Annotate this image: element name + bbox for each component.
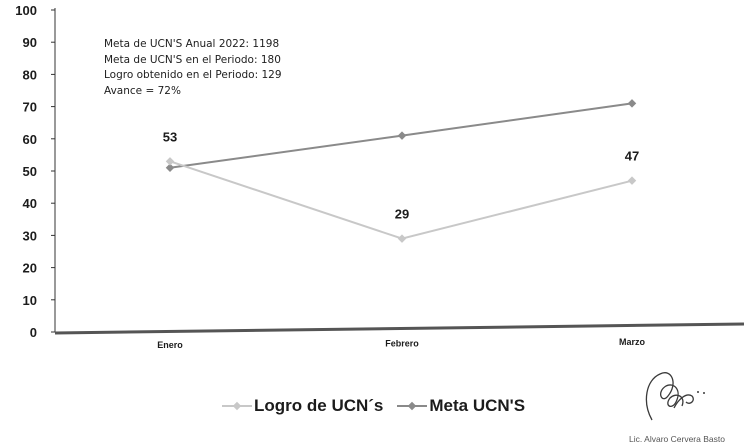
y-tick-label: 20 <box>23 261 37 276</box>
x-tick-label: Marzo <box>619 337 646 347</box>
data-label: 29 <box>395 207 409 222</box>
data-point <box>397 131 407 140</box>
progress-text: Avance = 72% <box>104 84 181 97</box>
x-axis-line <box>54 322 744 335</box>
signature-block: Lic. Alvaro Cervera Basto <box>612 362 742 446</box>
legend-item-logro: Logro de UCN´s <box>222 396 383 416</box>
y-axis: 0 10 20 30 40 50 60 70 80 90 100 <box>15 3 56 340</box>
y-tick-label: 40 <box>23 196 37 211</box>
x-axis: Enero Febrero Marzo <box>54 322 744 350</box>
summary-annotation: Meta de UCN'S Anual 2022: 1198 Meta de U… <box>104 37 282 99</box>
x-tick-label: Febrero <box>385 339 419 349</box>
legend-label-meta: Meta UCN'S <box>429 396 526 415</box>
series-meta <box>165 99 637 173</box>
y-tick-label: 70 <box>23 100 37 115</box>
legend-swatch-logro <box>222 399 252 413</box>
period-achievement-text: Logro obtenido en el Periodo: 129 <box>104 69 282 81</box>
data-point <box>397 234 407 243</box>
series-line <box>169 160 633 240</box>
x-tick-label: Enero <box>157 340 183 350</box>
annual-goal-text: Meta de UCN'S Anual 2022: 1198 <box>104 38 280 50</box>
legend: Logro de UCN´s Meta UCN'S <box>222 396 539 416</box>
legend-swatch-meta <box>397 399 428 413</box>
data-label: 53 <box>163 129 177 144</box>
data-label: 47 <box>625 149 639 164</box>
y-tick-label: 10 <box>23 293 37 308</box>
y-tick-label: 90 <box>23 35 37 50</box>
series-logro: 53 29 47 <box>163 129 639 243</box>
data-point <box>627 176 637 185</box>
series-layer: 53 29 47 <box>163 99 639 243</box>
signature-name: Lic. Alvaro Cervera Basto <box>629 434 725 444</box>
legend-label-logro: Logro de UCN´s <box>254 396 384 415</box>
legend-item-meta: Meta UCN'S <box>397 396 525 416</box>
y-tick-label: 100 <box>15 3 37 18</box>
y-tick-label: 50 <box>23 164 37 179</box>
y-tick-label: 30 <box>23 228 37 243</box>
data-point <box>165 163 175 173</box>
y-tick-label: 60 <box>23 132 37 147</box>
data-point <box>165 157 175 166</box>
y-tick-label: 0 <box>30 325 37 340</box>
period-goal-text: Meta de UCN'S en el Periodo: 180 <box>104 53 281 66</box>
data-point <box>627 99 637 108</box>
signature-scribble <box>645 372 705 421</box>
y-tick-label: 80 <box>23 67 37 82</box>
